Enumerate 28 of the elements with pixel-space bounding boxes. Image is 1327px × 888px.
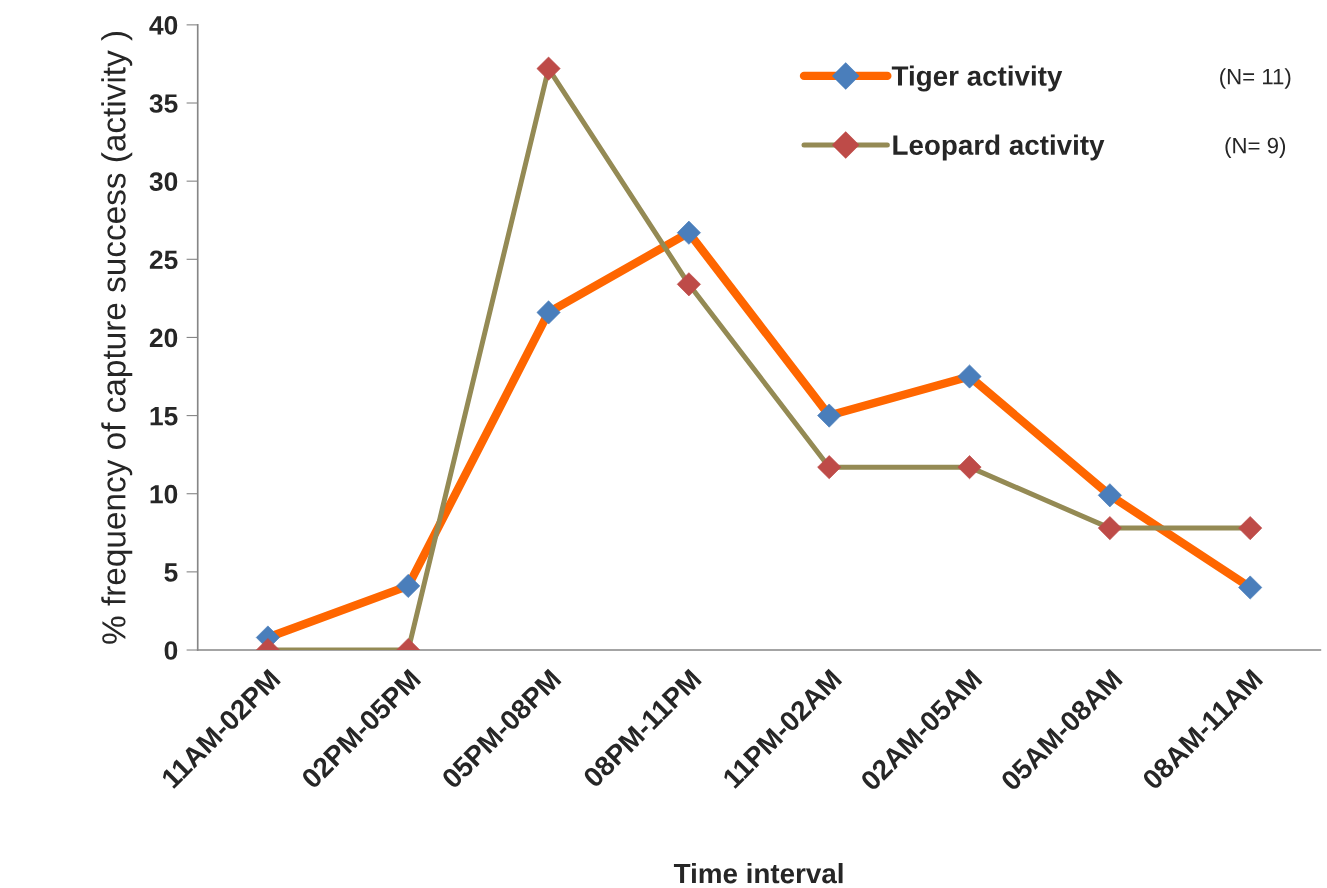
point bbox=[1097, 483, 1122, 508]
legend-label: Leopard activity bbox=[893, 134, 1105, 161]
point bbox=[957, 364, 982, 389]
y-tick-label: 5 bbox=[164, 563, 178, 582]
point bbox=[676, 272, 701, 297]
y-tick-label: 20 bbox=[149, 328, 178, 348]
y-axis-title: % frequency of capture success (activity ) bbox=[101, 31, 133, 644]
annotation: (N= 11) bbox=[1220, 68, 1291, 89]
point bbox=[957, 455, 982, 480]
point bbox=[536, 56, 561, 81]
y-tick-label: 30 bbox=[149, 172, 178, 192]
legend-label: Tiger activity bbox=[891, 65, 1063, 92]
y-tick-label: 40 bbox=[149, 16, 178, 35]
point bbox=[1238, 575, 1263, 600]
point bbox=[817, 455, 842, 480]
y-tick-label: 35 bbox=[149, 94, 178, 113]
y-tick-label: 10 bbox=[150, 484, 178, 504]
annotation: (N= 9) bbox=[1225, 137, 1286, 158]
point bbox=[536, 300, 561, 325]
point bbox=[676, 220, 701, 245]
y-tick-label: 15 bbox=[150, 406, 178, 426]
point bbox=[817, 403, 842, 428]
x-axis-title: Time interval bbox=[673, 862, 843, 884]
y-tick-label: 0 bbox=[164, 641, 178, 660]
point bbox=[1238, 516, 1263, 541]
point bbox=[396, 573, 421, 598]
y-tick-label: 25 bbox=[149, 250, 178, 270]
point bbox=[1097, 516, 1122, 541]
